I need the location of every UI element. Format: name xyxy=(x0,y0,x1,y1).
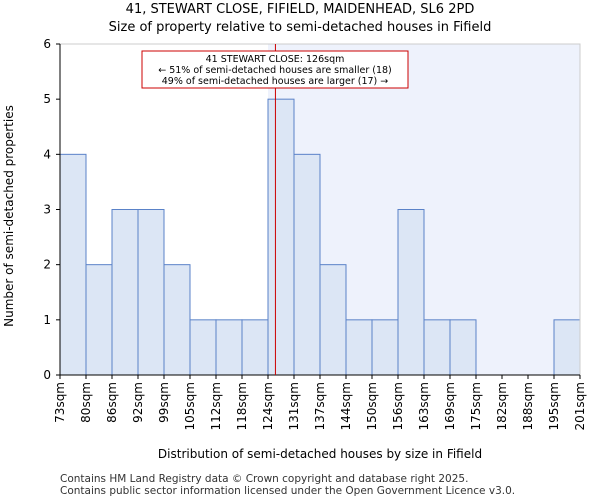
x-tick-label: 112sqm xyxy=(209,382,223,430)
bar-80sqm xyxy=(85,264,113,376)
x-tick-label: 124sqm xyxy=(261,382,275,430)
x-axis-label: Distribution of semi-detached houses by … xyxy=(158,447,482,461)
bar-73sqm xyxy=(59,153,87,376)
x-tick-label: 169sqm xyxy=(443,382,457,430)
x-tick-label: 131sqm xyxy=(287,382,301,430)
bar-156sqm xyxy=(397,209,425,376)
bar-150sqm xyxy=(371,319,399,376)
bar-86sqm xyxy=(111,209,139,376)
footer-copyright: Contains HM Land Registry data © Crown c… xyxy=(60,473,469,485)
y-tick-label: 1 xyxy=(43,313,51,327)
x-tick-label: 92sqm xyxy=(131,382,145,423)
x-tick-label: 175sqm xyxy=(469,382,483,430)
x-tick-label: 137sqm xyxy=(313,382,327,430)
bar-169sqm xyxy=(449,319,477,376)
bar-105sqm xyxy=(189,319,217,376)
x-tick-label: 182sqm xyxy=(495,382,509,430)
bar-99sqm xyxy=(163,264,191,376)
annotation-line-3: 49% of semi-detached houses are larger (… xyxy=(162,76,389,87)
bar-195sqm xyxy=(553,319,581,376)
bar-144sqm xyxy=(345,319,373,376)
x-tick-label: 144sqm xyxy=(339,382,353,430)
footer-licence: Contains public sector information licen… xyxy=(60,485,516,497)
bar-124sqm xyxy=(267,98,295,376)
y-tick-label: 0 xyxy=(43,368,51,382)
bar-163sqm xyxy=(423,319,451,376)
y-tick-label: 5 xyxy=(43,92,51,106)
x-tick-label: 80sqm xyxy=(79,382,93,423)
y-axis-label: Number of semi-detached properties xyxy=(2,105,16,327)
annotation-box xyxy=(141,50,409,89)
x-tick-label: 156sqm xyxy=(391,382,405,430)
x-tick-label: 105sqm xyxy=(183,382,197,430)
bar-92sqm xyxy=(137,209,165,376)
x-tick-label: 118sqm xyxy=(235,382,249,430)
x-tick-label: 150sqm xyxy=(365,382,379,430)
x-tick-label: 86sqm xyxy=(105,382,119,423)
bar-112sqm xyxy=(215,319,243,376)
bar-118sqm xyxy=(241,319,269,376)
x-tick-label: 73sqm xyxy=(53,382,67,423)
x-tick-label: 163sqm xyxy=(417,382,431,430)
annotation-line-2: ← 51% of semi-detached houses are smalle… xyxy=(158,65,392,76)
x-tick-label: 99sqm xyxy=(157,382,171,423)
y-tick-label: 6 xyxy=(43,37,51,51)
annotation-line-1: 41 STEWART CLOSE: 126sqm xyxy=(206,54,345,65)
bar-137sqm xyxy=(319,264,347,376)
chart-title: 41, STEWART CLOSE, FIFIELD, MAIDENHEAD, … xyxy=(125,2,475,17)
y-tick-label: 4 xyxy=(43,147,51,161)
chart-subtitle: Size of property relative to semi-detach… xyxy=(108,20,492,35)
x-tick-label: 188sqm xyxy=(521,382,535,430)
x-tick-label: 201sqm xyxy=(573,382,587,430)
x-tick-label: 195sqm xyxy=(547,382,561,430)
bar-131sqm xyxy=(293,153,321,376)
y-tick-label: 2 xyxy=(43,258,51,272)
y-tick-label: 3 xyxy=(43,203,51,217)
